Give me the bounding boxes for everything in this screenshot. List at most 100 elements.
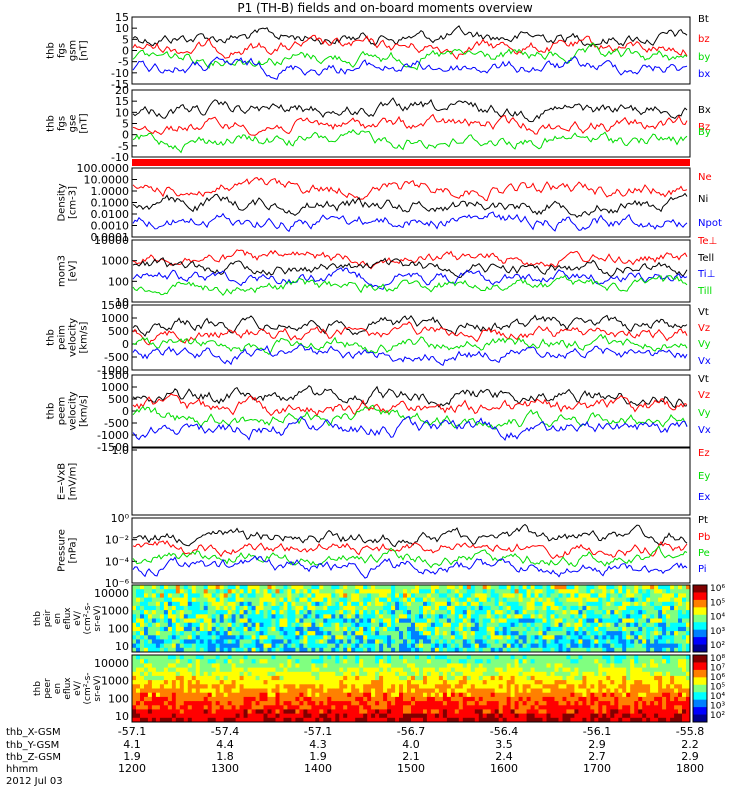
spec-cell: [638, 626, 643, 632]
spec-cell: [147, 663, 153, 668]
colorbar-label: 10³: [710, 702, 725, 712]
spec-cell: [307, 705, 312, 710]
spec-cell: [255, 605, 260, 611]
spec-cell: [203, 705, 209, 710]
spec-cell: [419, 605, 424, 611]
y-tick-label: 1000: [101, 255, 129, 268]
spec-cell: [383, 626, 388, 632]
spec-cell: [558, 605, 563, 611]
spec-cell: [387, 614, 392, 619]
spec-cell: [199, 688, 205, 694]
spec-cell: [239, 671, 244, 677]
spec-cell: [666, 688, 671, 694]
spec-cell: [355, 717, 360, 723]
spec-cell: [291, 585, 296, 590]
spec-cell: [215, 717, 221, 723]
legend-bx: bx: [698, 69, 710, 80]
spec-cell: [626, 622, 631, 628]
spec-cell: [199, 671, 205, 677]
spec-cell: [223, 647, 229, 653]
spec-cell: [231, 605, 236, 611]
spec-cell: [478, 597, 484, 603]
spec-cell: [183, 663, 189, 668]
spec-cell: [363, 671, 368, 677]
spec-cell: [355, 635, 360, 640]
spec-cell: [570, 593, 575, 598]
spec-cell: [454, 655, 460, 660]
spec-cell: [618, 643, 623, 649]
spec-cell: [486, 655, 492, 660]
spec-cell: [558, 655, 563, 660]
series-line-Vz: [132, 393, 688, 417]
spec-cell: [363, 701, 368, 706]
spec-cell: [263, 684, 268, 689]
spec-cell: [622, 667, 627, 673]
spec-cell: [199, 696, 205, 702]
series-line-Npot: [132, 211, 688, 233]
spec-cell: [546, 705, 551, 710]
spec-cell: [363, 684, 368, 689]
spec-cell: [446, 671, 452, 677]
spec-cell: [299, 717, 304, 723]
spec-cell: [287, 717, 292, 723]
spec-cell: [419, 675, 424, 681]
spec-cell: [526, 709, 531, 714]
spec-cell: [399, 647, 404, 653]
spec-cell: [140, 593, 145, 598]
spec-cell: [375, 597, 380, 603]
spec-cell: [315, 635, 320, 640]
spec-cell: [510, 618, 515, 624]
spec-cell: [614, 585, 619, 590]
spec-cell: [654, 631, 659, 636]
spec-cell: [151, 622, 157, 628]
spec-cell: [490, 626, 496, 632]
spec-cell: [391, 622, 396, 628]
spec-cell: [259, 667, 264, 673]
spec-cell: [259, 647, 264, 653]
spec-cell: [638, 631, 643, 636]
spec-cell: [187, 659, 193, 664]
spec-cell: [263, 626, 268, 632]
spec-cell: [570, 597, 575, 603]
spec-cell: [171, 618, 177, 624]
spec-cell: [614, 659, 619, 664]
spec-cell: [450, 709, 456, 714]
spec-cell: [478, 614, 484, 619]
spec-cell: [434, 639, 440, 644]
series-line-Pb: [132, 540, 688, 560]
spec-cell: [666, 585, 671, 590]
spec-cell: [590, 671, 595, 677]
spec-cell: [211, 631, 217, 636]
spec-cell: [570, 589, 575, 594]
spec-cell: [363, 663, 368, 668]
spec-cell: [295, 709, 300, 714]
spec-cell: [642, 696, 647, 702]
spec-cell: [622, 626, 627, 632]
spec-cell: [199, 631, 205, 636]
spec-cell: [634, 655, 639, 660]
spec-cell: [522, 717, 527, 723]
spec-cell: [140, 643, 145, 649]
spec-cell: [171, 688, 177, 694]
spec-cell: [618, 597, 623, 603]
spec-cell: [195, 663, 201, 668]
spec-cell: [151, 631, 157, 636]
spec-cell: [399, 709, 404, 714]
spec-cell: [442, 684, 448, 689]
spec-cell: [295, 688, 300, 694]
spec-cell: [303, 671, 308, 677]
spec-cell: [610, 709, 615, 714]
spec-cell: [486, 701, 492, 706]
spec-cell: [319, 713, 324, 719]
spec-cell: [578, 701, 583, 706]
spec-cell: [670, 589, 675, 594]
spec-cell: [136, 671, 141, 677]
spec-cell: [510, 593, 515, 598]
spec-cell: [534, 593, 539, 598]
spec-cell: [335, 610, 340, 615]
spec-cell: [626, 639, 631, 644]
spec-cell: [411, 622, 416, 628]
spec-cell: [650, 614, 655, 619]
spec-cell: [247, 585, 252, 590]
spec-cell: [646, 655, 651, 660]
